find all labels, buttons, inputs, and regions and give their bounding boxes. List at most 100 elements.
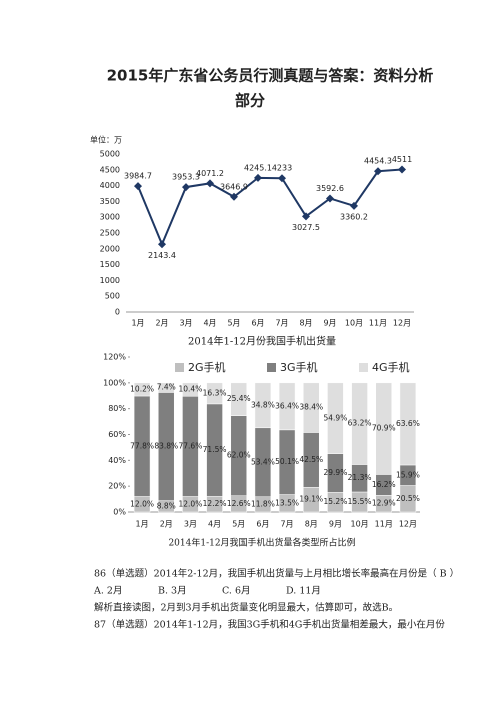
y-tick-label: 5000 (100, 150, 120, 159)
question: 86（单选题）2014年2-12月，我国手机出货量与上月相比增长率最高在月份是（… (94, 568, 459, 580)
y-tick-label: 0 (115, 308, 120, 317)
point (206, 179, 214, 188)
x-tick-label: 3月 (179, 319, 192, 328)
doc-title: 2015年广东省公务员行测真题与答案：资料分析 (107, 67, 434, 85)
bar-segment (158, 382, 175, 393)
x-tick-label: 3月 (184, 520, 197, 529)
x-tick-label: 7月 (281, 520, 294, 529)
data-label: 38.4% (299, 403, 323, 412)
x-tick-label: 4月 (208, 520, 221, 529)
data-label: 12.6% (227, 499, 251, 508)
x-tick-label: 9月 (329, 520, 342, 529)
point (134, 182, 142, 191)
point (254, 173, 262, 182)
data-label: 10.2% (130, 384, 154, 393)
data-label: 19.1% (299, 495, 323, 504)
x-tick-label: 1月 (131, 319, 144, 328)
data-label: 3953.3 (172, 173, 200, 182)
legend-swatch (175, 363, 184, 372)
data-label: 4071.2 (196, 169, 224, 178)
y-tick-label: 120% (103, 353, 126, 362)
bar-segment (278, 382, 296, 431)
legend-swatch (359, 363, 368, 372)
y-tick-label: 3500 (100, 197, 120, 206)
data-label: 83.8% (154, 442, 178, 451)
data-label: 71.5% (203, 445, 227, 454)
y-tick-label: 1000 (100, 276, 120, 285)
data-label: 34.8% (251, 400, 275, 409)
bar-segment (351, 382, 368, 465)
x-tick-label: 8月 (299, 319, 312, 328)
data-label: 10.4% (179, 385, 203, 394)
data-label: 4454.3 (364, 157, 392, 166)
data-label: 12.0% (179, 499, 203, 508)
x-tick-label: 7月 (275, 319, 288, 328)
chart-title: 2014年1-12月份我国手机出货量 (188, 335, 336, 348)
x-tick-label: 9月 (323, 319, 336, 328)
y-tick-label: 60% (108, 430, 126, 439)
x-tick-label: 5月 (232, 520, 245, 529)
point (374, 167, 382, 176)
y-tick-label: 20% (108, 482, 126, 491)
data-label: 3027.5 (292, 223, 320, 232)
point (278, 174, 286, 183)
y-tick-label: 500 (105, 292, 120, 301)
data-label: 53.4% (251, 457, 275, 466)
x-tick-label: 6月 (251, 319, 264, 328)
bar-segment (303, 382, 320, 433)
data-label: 63.6% (396, 419, 420, 428)
x-tick-label: 4月 (203, 319, 216, 328)
data-label: 12.0% (130, 499, 154, 508)
point (158, 240, 166, 249)
y-tick-label: 80% (108, 404, 126, 413)
data-label: 3360.2 (340, 212, 368, 221)
data-label: 42.5% (299, 455, 323, 464)
data-label: 20.5% (396, 494, 420, 503)
y-tick-label: 3000 (100, 213, 120, 222)
x-tick-label: 2月 (155, 319, 168, 328)
x-tick-label: 10月 (350, 520, 368, 529)
bar-segment (399, 382, 417, 466)
explanation: 解析直接读图，2月到3月手机出货量变化明显最大，估算即可，故选B。 (94, 602, 398, 614)
x-tick-label: 5月 (227, 319, 240, 328)
line (137, 168, 403, 247)
bar-segment (327, 382, 344, 454)
y-tick-label: 40% (108, 456, 126, 465)
data-label: 4233 (272, 164, 292, 173)
data-label: 77.6% (179, 441, 203, 450)
option: C. 6月 (222, 586, 251, 597)
data-label: 3646.9 (220, 182, 248, 191)
bar-segment (182, 382, 199, 397)
bar-segment (133, 382, 151, 397)
data-label: 15.9% (396, 470, 420, 479)
point (182, 183, 190, 192)
legend-label: 3G手机 (280, 360, 318, 374)
data-label: 4511 (392, 155, 412, 164)
x-tick-label: 10月 (345, 319, 363, 328)
data-label: 16.3% (203, 388, 227, 397)
doc-title: 部分 (235, 92, 265, 110)
data-label: 21.3% (348, 473, 372, 482)
data-label: 25.4% (227, 394, 251, 403)
bar-segment (254, 382, 272, 429)
x-tick-label: 1月 (136, 520, 149, 529)
x-tick-label: 6月 (256, 520, 269, 529)
data-label: 16.2% (372, 480, 396, 489)
y-tick-label: 2000 (100, 244, 120, 253)
chart-title: 2014年1-12月我国手机出货量各类型所占比例 (168, 537, 355, 549)
point (230, 192, 238, 201)
data-label: 50.1% (275, 457, 299, 466)
data-label: 3984.7 (124, 172, 152, 181)
x-tick-label: 12月 (399, 520, 417, 529)
data-label: 12.9% (372, 499, 396, 508)
point (302, 212, 310, 221)
y-tick-label: 0% (113, 508, 126, 517)
option: A. 2月 (93, 586, 122, 597)
bar-segment (230, 382, 247, 416)
point (326, 194, 334, 203)
y-tick-label: 4500 (100, 165, 120, 174)
bar-segment (375, 382, 392, 475)
data-label: 63.2% (348, 419, 372, 428)
legend-label: 2G手机 (188, 360, 226, 374)
